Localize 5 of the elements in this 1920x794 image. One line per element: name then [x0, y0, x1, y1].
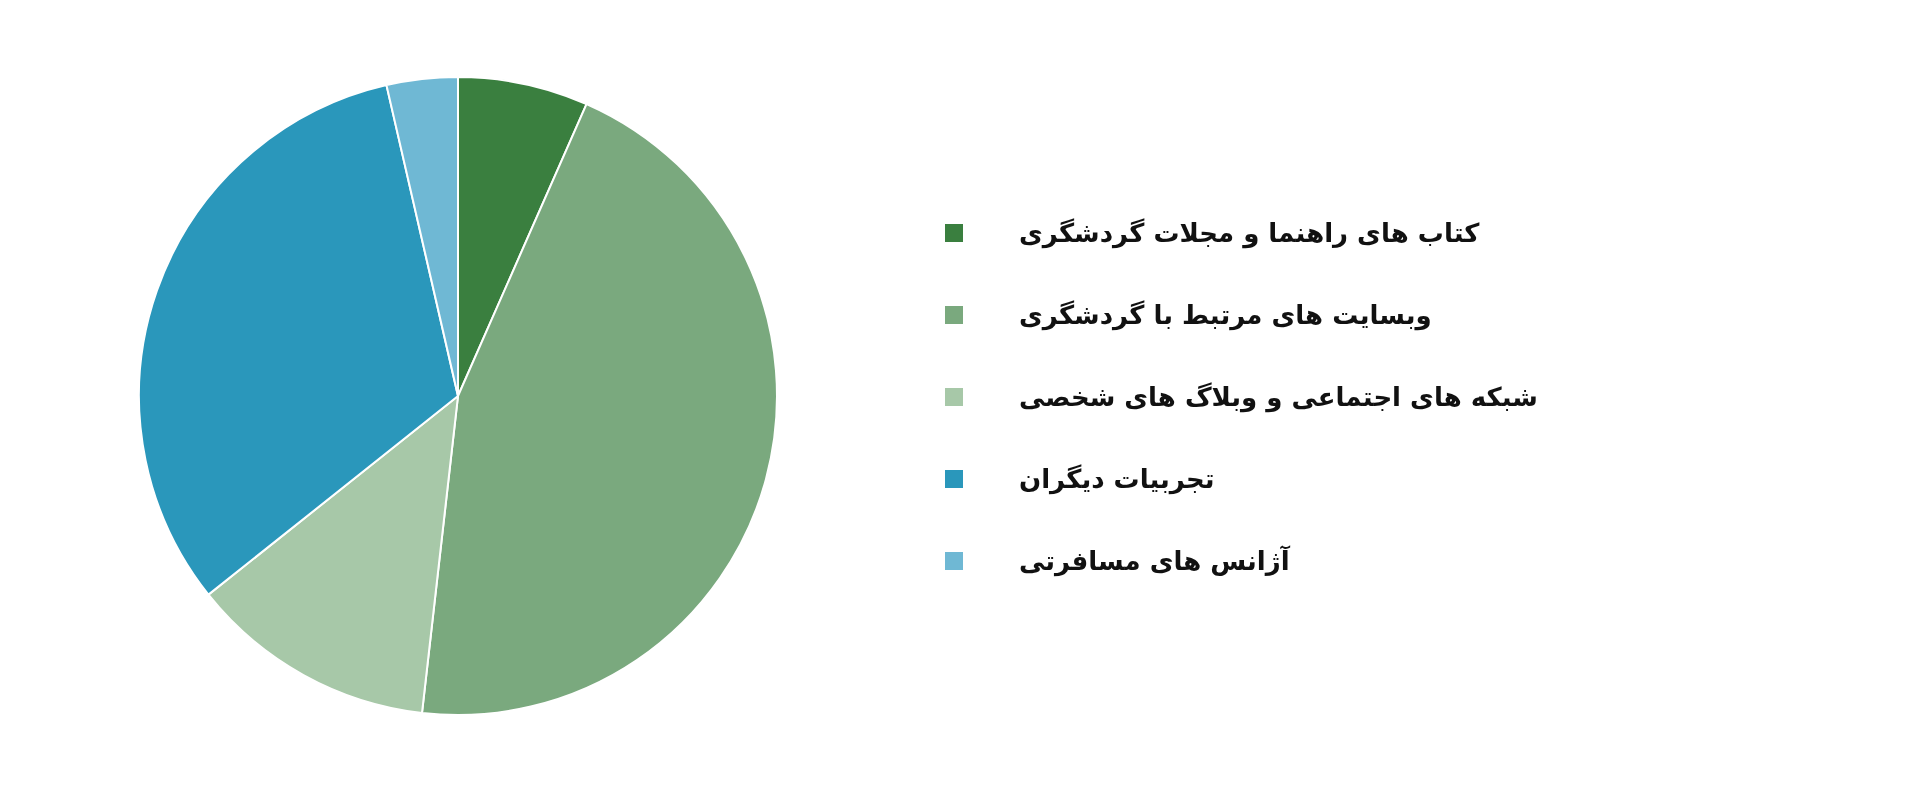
- legend-label: تجربیات دیگران: [1019, 464, 1215, 495]
- legend-label: آژانس های مسافرتی: [1019, 545, 1291, 577]
- legend-label: شبکه های اجتماعی و وبلاگ های شخصی: [1019, 382, 1538, 413]
- legend-label: کتاب های راهنما و مجلات گردشگری: [1019, 218, 1481, 249]
- legend-label: وبسایت های مرتبط با گردشگری: [1019, 300, 1432, 331]
